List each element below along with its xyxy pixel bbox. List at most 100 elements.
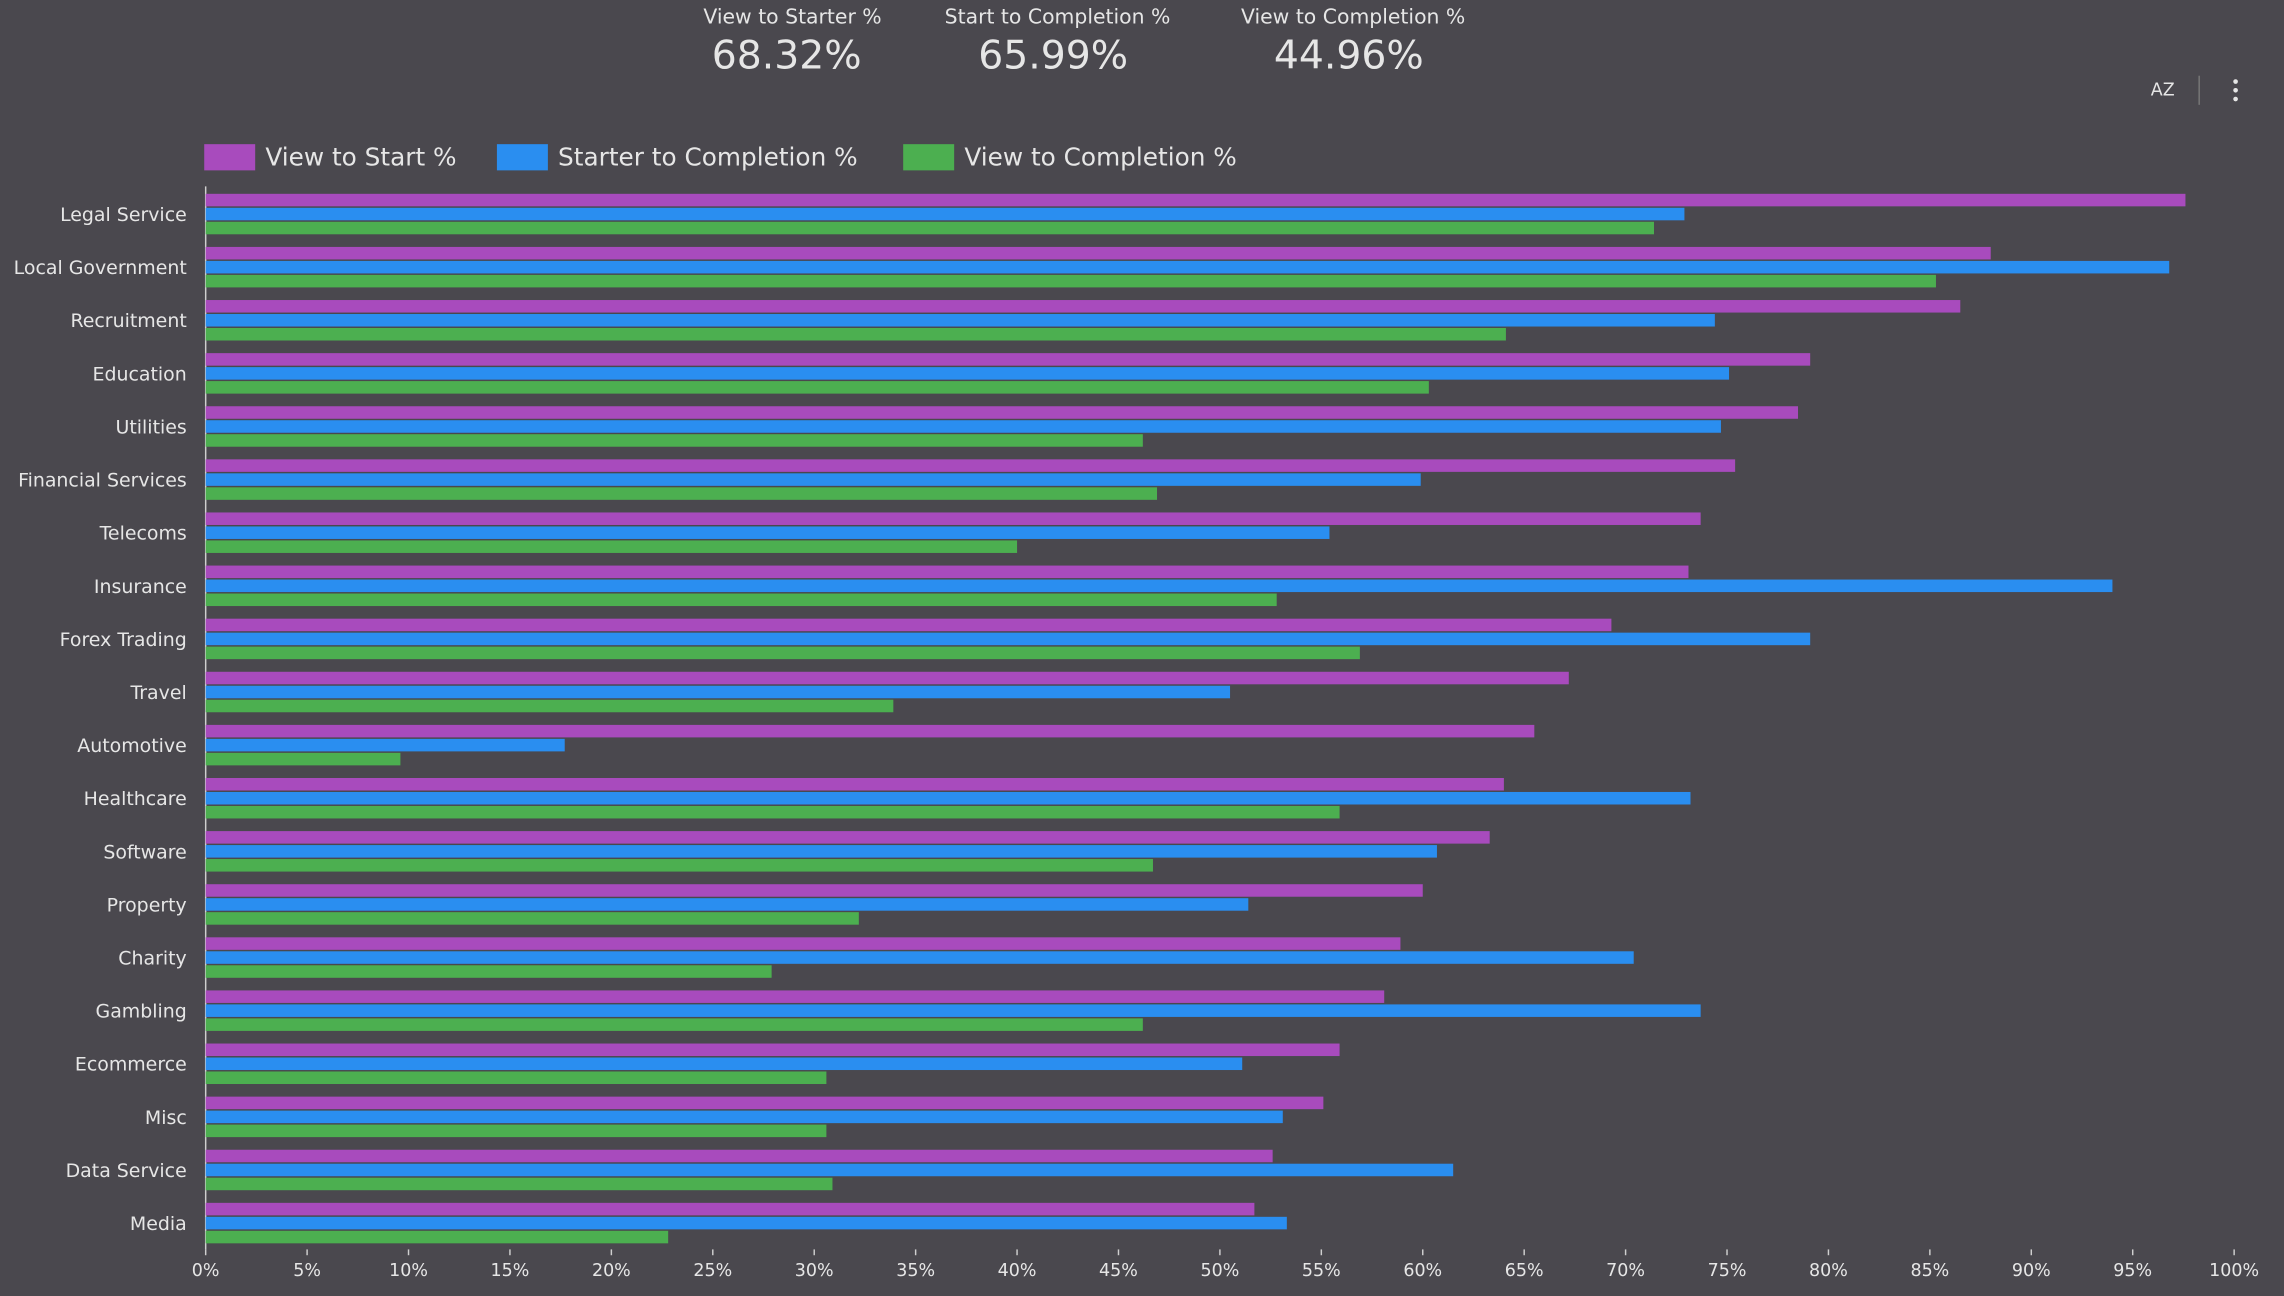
bar — [205, 579, 2113, 593]
bar — [205, 685, 1231, 699]
kpi-label: Start to Completion % — [945, 4, 1171, 28]
bar — [205, 221, 1654, 235]
x-tick-label: 40% — [998, 1261, 1037, 1281]
bar — [205, 1216, 1287, 1230]
bar — [205, 738, 565, 752]
bar — [205, 246, 1991, 260]
x-tick-label: 60% — [1403, 1261, 1442, 1281]
bar — [205, 898, 1249, 911]
bar — [205, 805, 1340, 819]
x-tick-label: 75% — [1708, 1261, 1747, 1281]
x-tick-label: 15% — [491, 1261, 530, 1281]
menu-button[interactable] — [2233, 79, 2238, 102]
kpi-label: View to Starter % — [703, 4, 881, 28]
y-tick-label: Property — [107, 894, 187, 916]
bar — [205, 434, 1143, 447]
y-tick-label: Automotive — [77, 735, 186, 757]
x-tick-label: 35% — [896, 1261, 935, 1281]
legend-label: View to Completion % — [964, 143, 1236, 172]
bar — [205, 791, 1691, 805]
bar — [205, 473, 1421, 486]
bar — [205, 459, 1736, 472]
bar — [205, 1124, 827, 1138]
bar — [205, 353, 1811, 366]
bar — [205, 314, 1715, 327]
bar — [205, 420, 1721, 433]
bar — [205, 1202, 1255, 1216]
bar — [205, 367, 1730, 380]
bar — [205, 724, 1535, 738]
x-tick-label: 95% — [2113, 1261, 2152, 1281]
bar — [205, 540, 1018, 553]
bar — [205, 274, 1936, 288]
bar — [205, 193, 2186, 207]
bar — [205, 951, 1634, 964]
bar — [205, 565, 1689, 579]
y-tick-label: Financial Services — [18, 470, 187, 492]
y-tick-label: Recruitment — [70, 310, 186, 332]
x-tick-label: 90% — [2012, 1261, 2051, 1281]
y-tick-label: Software — [103, 841, 186, 863]
y-tick-label: Travel — [129, 682, 186, 704]
bar — [205, 1163, 1454, 1177]
bar — [205, 618, 1612, 632]
x-tick-label: 50% — [1200, 1261, 1239, 1281]
bar — [205, 671, 1569, 685]
bar — [205, 845, 1437, 858]
bar — [205, 1230, 669, 1244]
bar — [205, 300, 1961, 313]
y-tick-label: Insurance — [94, 576, 187, 598]
kpi-value: 68.32% — [712, 34, 862, 79]
kpi-label: View to Completion % — [1241, 4, 1465, 28]
bar — [205, 487, 1158, 500]
legend-label: Starter to Completion % — [558, 143, 858, 172]
bar — [205, 1096, 1324, 1110]
bar — [205, 327, 1506, 341]
bar — [205, 937, 1401, 950]
x-tick-label: 65% — [1505, 1261, 1544, 1281]
y-tick-label: Legal Service — [60, 204, 187, 226]
bar — [205, 752, 401, 766]
bar — [205, 207, 1685, 221]
y-tick-label: Charity — [118, 948, 186, 970]
y-tick-label: Forex Trading — [60, 629, 187, 651]
bar — [205, 884, 1423, 897]
kpi-value: 44.96% — [1274, 34, 1424, 79]
x-tick-label: 10% — [389, 1261, 428, 1281]
x-tick-label: 20% — [592, 1261, 631, 1281]
y-tick-label: Data Service — [66, 1160, 187, 1182]
legend-swatch — [204, 144, 256, 171]
y-tick-label: Local Government — [14, 257, 187, 279]
x-tick-label: 85% — [1910, 1261, 1949, 1281]
x-tick-label: 80% — [1809, 1261, 1848, 1281]
bar — [205, 1071, 827, 1085]
bar — [205, 526, 1330, 539]
y-tick-label: Utilities — [116, 416, 187, 438]
x-tick-label: 0% — [192, 1261, 220, 1281]
bar — [205, 1043, 1340, 1057]
bar — [205, 406, 1799, 419]
bar — [205, 1018, 1143, 1031]
y-tick-label: Education — [93, 363, 187, 385]
bar — [205, 831, 1490, 844]
bar — [205, 593, 1277, 607]
bar — [205, 1057, 1243, 1071]
bar — [205, 777, 1504, 791]
y-tick-label: Ecommerce — [75, 1054, 187, 1076]
bar — [205, 512, 1701, 525]
legend-swatch — [903, 144, 955, 171]
y-tick-label: Misc — [145, 1107, 187, 1129]
sort-button[interactable]: AZ — [2151, 80, 2175, 100]
bar — [205, 381, 1429, 394]
bar — [205, 1149, 1273, 1163]
y-tick-label: Media — [130, 1213, 187, 1235]
legend-swatch — [496, 144, 548, 171]
bar — [205, 965, 772, 978]
kpi-value: 65.99% — [978, 34, 1128, 79]
bar — [205, 990, 1385, 1003]
x-tick-label: 30% — [795, 1261, 834, 1281]
x-tick-label: 45% — [1099, 1261, 1138, 1281]
bar — [205, 632, 1811, 646]
bar — [205, 646, 1360, 660]
